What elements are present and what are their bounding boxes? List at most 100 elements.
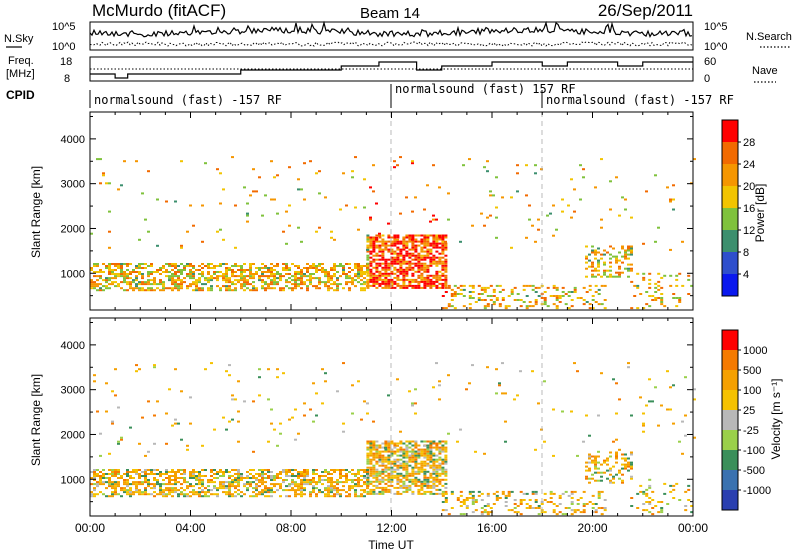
heatmap-cell xyxy=(183,479,186,481)
heatmap-cell xyxy=(114,487,117,490)
heatmap-cell xyxy=(234,204,237,207)
heatmap-cell xyxy=(345,281,348,284)
heatmap-cell xyxy=(366,469,369,471)
heatmap-cell xyxy=(129,273,132,275)
heatmap-cell xyxy=(366,244,370,247)
heatmap-cell xyxy=(90,491,93,494)
heatmap-cell xyxy=(396,262,400,265)
heatmap-cell xyxy=(441,478,445,481)
heatmap-cell xyxy=(543,440,546,443)
heatmap-cell xyxy=(612,275,615,278)
heatmap-cell xyxy=(297,265,300,267)
heatmap-cell xyxy=(222,487,225,490)
heatmap-cell xyxy=(333,265,336,267)
heatmap-cell xyxy=(219,265,222,267)
heatmap-cell xyxy=(180,493,183,496)
heatmap-cell xyxy=(345,477,348,479)
heatmap-cell xyxy=(333,275,336,278)
heatmap-cell xyxy=(441,468,445,471)
heatmap-cell xyxy=(126,265,129,267)
heatmap-cell xyxy=(420,462,424,465)
heatmap-cell xyxy=(552,492,556,495)
heatmap-cell xyxy=(237,477,240,479)
heatmap-cell xyxy=(438,462,442,465)
heatmap-cell xyxy=(441,284,445,287)
heatmap-cell xyxy=(408,252,412,255)
heatmap-cell xyxy=(120,477,123,479)
heatmap-cell xyxy=(177,477,180,479)
heatmap-cell xyxy=(126,273,129,275)
heatmap-cell xyxy=(444,270,448,273)
heatmap-cell xyxy=(495,499,499,501)
heatmap-cell xyxy=(528,204,531,207)
heatmap-cell xyxy=(321,269,324,271)
heatmap-cell xyxy=(405,268,409,271)
heatmap-cell xyxy=(402,256,406,259)
heatmap-cell xyxy=(378,474,382,477)
heatmap-cell xyxy=(354,495,357,498)
heatmap-cell xyxy=(660,404,663,407)
heatmap-cell xyxy=(504,505,508,507)
heatmap-cell xyxy=(387,264,391,267)
colorbar-swatch xyxy=(722,142,738,164)
heatmap-cell xyxy=(411,440,415,443)
heatmap-cell xyxy=(435,474,439,477)
heatmap-cell xyxy=(612,475,615,478)
heatmap-cell xyxy=(192,491,195,494)
heatmap-cell xyxy=(246,475,249,477)
heatmap-cell xyxy=(372,282,376,285)
heatmap-cell xyxy=(153,479,156,481)
heatmap-cell xyxy=(303,281,306,284)
heatmap-cell xyxy=(435,272,439,275)
heatmap-cell xyxy=(225,493,228,496)
heatmap-cell xyxy=(336,487,339,490)
heatmap-cell xyxy=(621,453,624,456)
heatmap-cell xyxy=(228,485,231,488)
heatmap-cell xyxy=(573,490,577,493)
heatmap-cell xyxy=(312,479,315,481)
heatmap-cell xyxy=(366,286,370,289)
heatmap-cell xyxy=(486,503,490,505)
heatmap-cell xyxy=(429,252,433,255)
heatmap-cell xyxy=(597,494,601,497)
heatmap-cell xyxy=(279,473,282,475)
heatmap-cell xyxy=(309,283,312,286)
heatmap-cell xyxy=(246,487,249,490)
heatmap-cell xyxy=(360,287,363,290)
heatmap-cell xyxy=(462,501,466,503)
heatmap-cell xyxy=(105,287,108,290)
heatmap-cell xyxy=(585,477,588,480)
heatmap-cell xyxy=(222,485,225,488)
heatmap-cell xyxy=(273,277,276,280)
heatmap-cell xyxy=(282,469,285,471)
heatmap-cell xyxy=(186,273,189,275)
heatmap-cell xyxy=(531,224,534,227)
heatmap-cell xyxy=(297,493,300,496)
heatmap-cell xyxy=(534,172,537,175)
heatmap-cell xyxy=(468,382,471,385)
heatmap-cell xyxy=(528,218,531,221)
heatmap-cell xyxy=(93,493,96,496)
heatmap-cell xyxy=(225,471,228,473)
heatmap-cell xyxy=(390,454,394,457)
heatmap-cell xyxy=(660,293,664,295)
heatmap-cell xyxy=(282,230,285,233)
heatmap-cell xyxy=(507,509,511,512)
heatmap-cell xyxy=(201,481,204,484)
heatmap-cell xyxy=(372,284,376,287)
heatmap-cell xyxy=(189,269,192,271)
heatmap-cell xyxy=(153,442,156,445)
heatmap-cell xyxy=(156,198,159,201)
heatmap-cell xyxy=(420,240,424,243)
heatmap-cell xyxy=(441,266,445,269)
heatmap-cell xyxy=(384,276,388,279)
heatmap-cell xyxy=(366,482,370,485)
heatmap-cell xyxy=(438,448,442,451)
heatmap-cell xyxy=(462,499,466,501)
heatmap-cell xyxy=(231,495,234,498)
heatmap-cell xyxy=(204,491,207,494)
heatmap-cell xyxy=(630,247,633,250)
heatmap-cell xyxy=(378,232,381,235)
heatmap-cell xyxy=(96,285,99,288)
heatmap-cell xyxy=(177,269,180,271)
